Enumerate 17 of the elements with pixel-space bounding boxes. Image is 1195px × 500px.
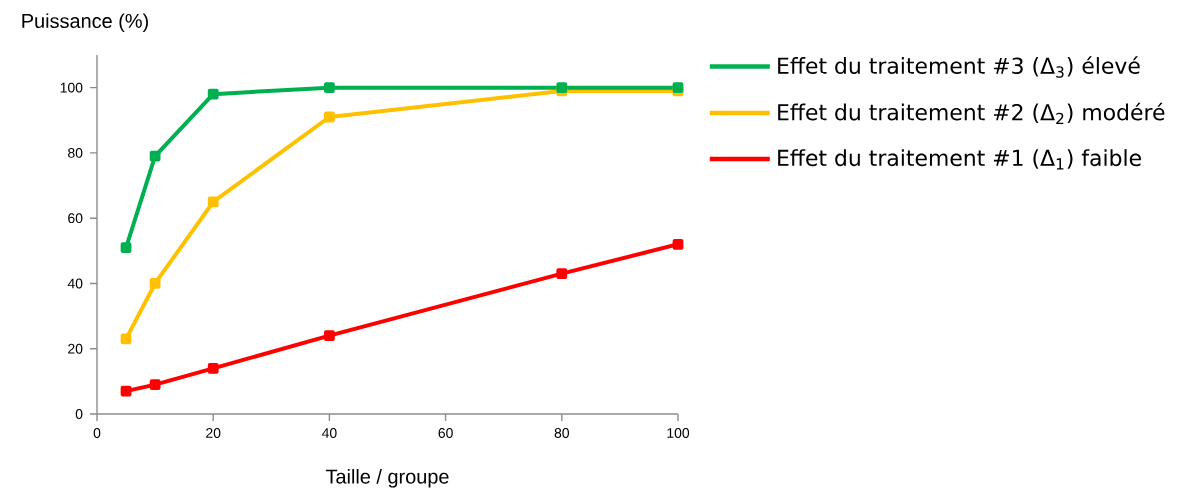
- x-tick-label: 100: [667, 428, 690, 438]
- x-tick-label: 0: [93, 428, 101, 438]
- x-tick-label: 80: [554, 428, 570, 438]
- y-tick-label: 20: [68, 343, 83, 354]
- legend-label: Effet du traitement #3 (Δ$_{3}$) élevé: [778, 56, 1140, 78]
- y-tick-label: 0: [75, 409, 83, 419]
- x-axis-title: Taille / groupe: [325, 469, 449, 488]
- x-tick-label: 60: [438, 428, 453, 438]
- x-tick-label: 20: [206, 428, 221, 438]
- legend-label: Effet du traitement #2 (Δ$_{2}$) modéré: [778, 102, 1165, 125]
- legend-label: Effet du traitement #1 (Δ$_{1}$) faible: [778, 149, 1141, 170]
- y-axis-title: Puissance (%): [22, 13, 148, 32]
- y-tick-label: 40: [67, 278, 83, 289]
- y-tick-label: 80: [68, 147, 83, 158]
- x-tick-label: 40: [321, 428, 337, 438]
- y-tick-label: 100: [60, 82, 83, 93]
- y-tick-label: 60: [68, 213, 83, 224]
